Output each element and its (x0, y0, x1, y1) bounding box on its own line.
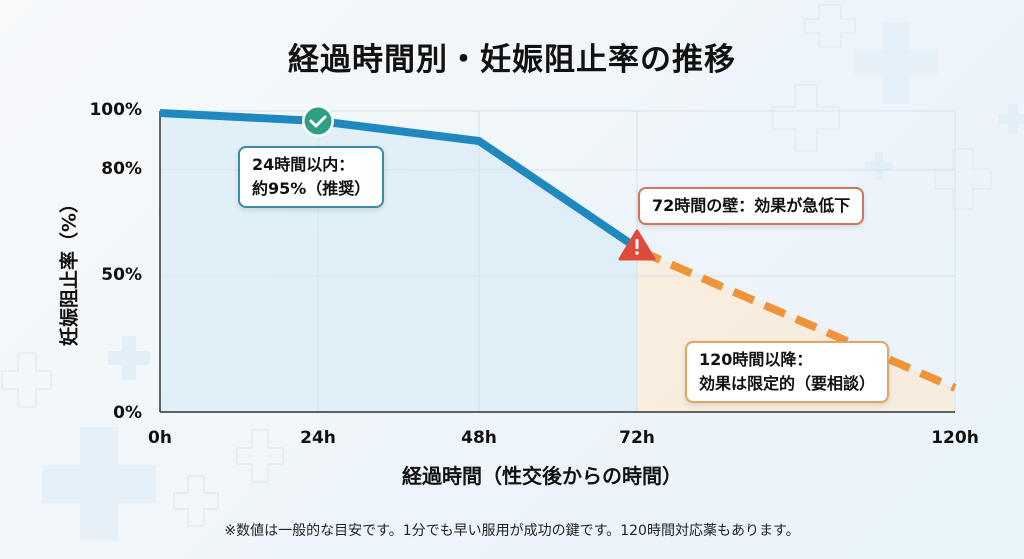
callout-120h: 120時間以降： 効果は限定的（要相談） (685, 341, 890, 403)
x-axis-label: 経過時間（性交後からの時間） (402, 464, 682, 488)
y-tick-50: 50% (101, 265, 142, 285)
x-tick-48h: 48h (461, 428, 497, 448)
check-circle-icon (302, 105, 334, 137)
area-fill-main (160, 113, 637, 412)
callout-24h-line1: 24時間以内： (252, 155, 355, 174)
series-line-late (638, 247, 957, 392)
y-tick-80: 80% (101, 159, 142, 179)
series-line-main (159, 109, 640, 252)
y-tick-100: 100% (89, 100, 142, 120)
footnote: ※数値は一般的な目安です。1分でも早い服用が成功の鍵です。120時間対応薬もあり… (224, 523, 800, 539)
y-axis-label: 妊娠阻止率（%） (58, 193, 81, 347)
callout-120h-line1: 120時間以降： (699, 350, 813, 369)
decorative-cross-icons (42, 22, 1024, 541)
callout-24h-line2: 約95%（推奨） (252, 179, 371, 198)
x-tick-72h: 72h (619, 428, 655, 448)
callout-72h-line1: 72時間の壁：効果が急低下 (652, 196, 851, 215)
callout-72h: 72時間の壁：効果が急低下 (638, 187, 865, 225)
callout-24h: 24時間以内： 約95%（推奨） (238, 146, 385, 208)
x-tick-0h: 0h (148, 428, 172, 448)
callout-120h-line2: 効果は限定的（要相談） (699, 374, 876, 393)
y-tick-0: 0% (113, 403, 142, 423)
chart-title: 経過時間別・妊娠阻止率の推移 (288, 42, 736, 78)
warning-triangle-icon (618, 229, 656, 261)
x-tick-120h: 120h (931, 428, 979, 448)
x-tick-24h: 24h (300, 428, 336, 448)
